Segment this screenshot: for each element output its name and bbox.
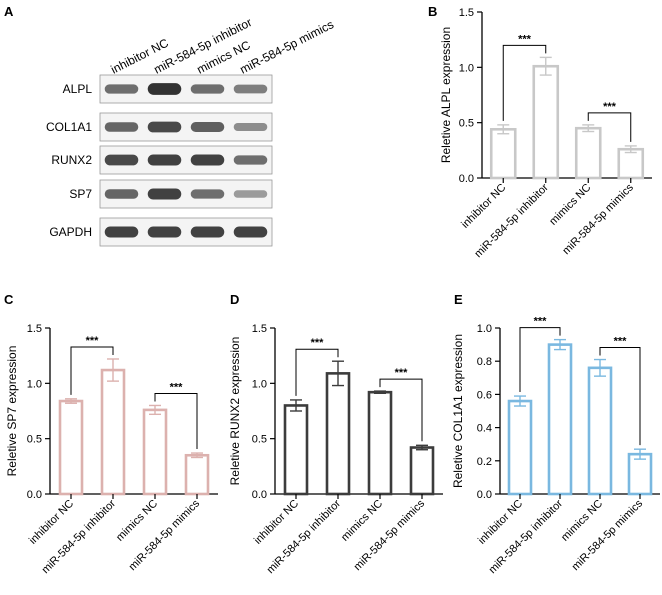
bar — [409, 446, 435, 496]
wb-band — [233, 226, 268, 238]
y-axis-label: Reletive SP7 expression — [5, 346, 19, 477]
wb-band — [190, 154, 225, 166]
x-tick-label: miR-584-5p inhibitor — [472, 181, 551, 260]
y-tick-label: 1.0 — [252, 378, 267, 390]
wb-band — [233, 190, 268, 198]
significance-label: *** — [311, 337, 325, 349]
wb-band — [233, 84, 268, 94]
wb-band — [104, 84, 139, 94]
bar — [184, 453, 210, 496]
x-tick-label: mimics NC — [547, 182, 593, 228]
x-tick-label: miR-584-5p mimics — [127, 497, 203, 573]
wb-band — [147, 154, 182, 166]
significance-label: *** — [614, 336, 628, 348]
wb-band — [147, 188, 182, 200]
wb-band — [147, 226, 182, 238]
y-tick-label: 0.8 — [477, 356, 492, 368]
panel-letter-a: A — [4, 4, 14, 19]
y-tick-label: 0.5 — [252, 434, 267, 446]
significance-bracket — [587, 112, 632, 142]
significance-label: *** — [395, 367, 409, 379]
bar — [547, 343, 573, 496]
significance-label: *** — [534, 316, 548, 328]
significance-label: *** — [170, 381, 184, 393]
significance-label: *** — [86, 335, 100, 347]
panel-letter: C — [4, 292, 14, 307]
bar — [574, 126, 602, 180]
x-tick-label: miR-584-5p mimics — [352, 497, 428, 573]
bar — [587, 366, 613, 496]
x-tick-label: miR-584-5p mimics — [570, 497, 646, 573]
wb-band — [104, 226, 139, 238]
wb-band — [147, 83, 182, 95]
y-tick-label: 0.5 — [459, 118, 474, 130]
wb-band — [190, 189, 225, 199]
y-axis-label: Reletive ALPL expression — [439, 27, 453, 163]
significance-label: *** — [518, 33, 532, 45]
chart-panel-e: E 0.0 0.2 0.4 0.6 0.8 1.0 Reletive COL1A1 expre… — [451, 292, 660, 576]
y-tick-label: 1.0 — [27, 378, 42, 390]
y-tick-label: 0.0 — [477, 489, 492, 501]
y-axis-label: Reletive COL1A1 expression — [451, 334, 465, 488]
bar — [100, 368, 126, 496]
wb-row-label: GAPDH — [49, 225, 92, 239]
significance-bracket — [502, 44, 547, 121]
y-tick-label: 0.6 — [477, 389, 492, 401]
panel-letter: E — [454, 292, 463, 307]
bar — [325, 372, 351, 496]
bar — [507, 399, 533, 496]
panel-letter: D — [230, 292, 239, 307]
x-tick-label: miR-584-5p inhibitor — [40, 497, 119, 576]
y-axis-label: Reletive RUNX2 expression — [228, 337, 242, 486]
bar — [617, 147, 645, 180]
y-tick-label: 0.0 — [459, 173, 474, 185]
bar — [142, 408, 168, 496]
bar — [367, 390, 393, 496]
wb-band — [147, 121, 182, 133]
y-tick-label: 1.5 — [252, 323, 267, 335]
significance-bracket — [599, 347, 641, 446]
bar — [532, 64, 560, 180]
y-tick-label: 0.0 — [252, 489, 267, 501]
wb-band — [190, 122, 225, 132]
wb-band — [233, 155, 268, 165]
significance-bracket — [154, 392, 198, 450]
x-tick-label: miR-584-5p mimics — [560, 181, 636, 257]
significance-label: *** — [603, 101, 617, 113]
wb-row-label: RUNX2 — [51, 153, 92, 167]
wb-row-label: ALPL — [63, 82, 93, 96]
y-tick-label: 0.4 — [477, 423, 492, 435]
wb-band — [104, 122, 139, 132]
x-tick-label: miR-584-5p inhibitor — [265, 497, 344, 576]
wb-band — [233, 122, 268, 132]
wb-row-label: COL1A1 — [46, 120, 92, 134]
wb-row-label: SP7 — [69, 187, 92, 201]
wb-band — [104, 189, 139, 199]
bar — [489, 128, 517, 180]
significance-bracket — [70, 346, 114, 395]
panel-letter: B — [428, 4, 437, 19]
wb-band — [190, 226, 225, 238]
y-tick-label: 0.5 — [27, 434, 42, 446]
wb-band — [190, 84, 225, 94]
y-tick-label: 0.2 — [477, 456, 492, 468]
wb-band — [104, 154, 139, 166]
significance-bracket — [379, 378, 423, 442]
y-tick-label: 1.5 — [27, 323, 42, 335]
y-tick-label: 1.5 — [459, 7, 474, 19]
y-tick-label: 1.0 — [477, 323, 492, 335]
x-tick-label: miR-584-5p inhibitor — [487, 497, 566, 576]
significance-bracket — [519, 327, 561, 393]
significance-bracket — [295, 348, 339, 396]
bar — [627, 452, 653, 496]
bar — [58, 399, 84, 496]
bar — [283, 404, 309, 496]
y-tick-label: 1.0 — [459, 62, 474, 74]
y-tick-label: 0.0 — [27, 489, 42, 501]
